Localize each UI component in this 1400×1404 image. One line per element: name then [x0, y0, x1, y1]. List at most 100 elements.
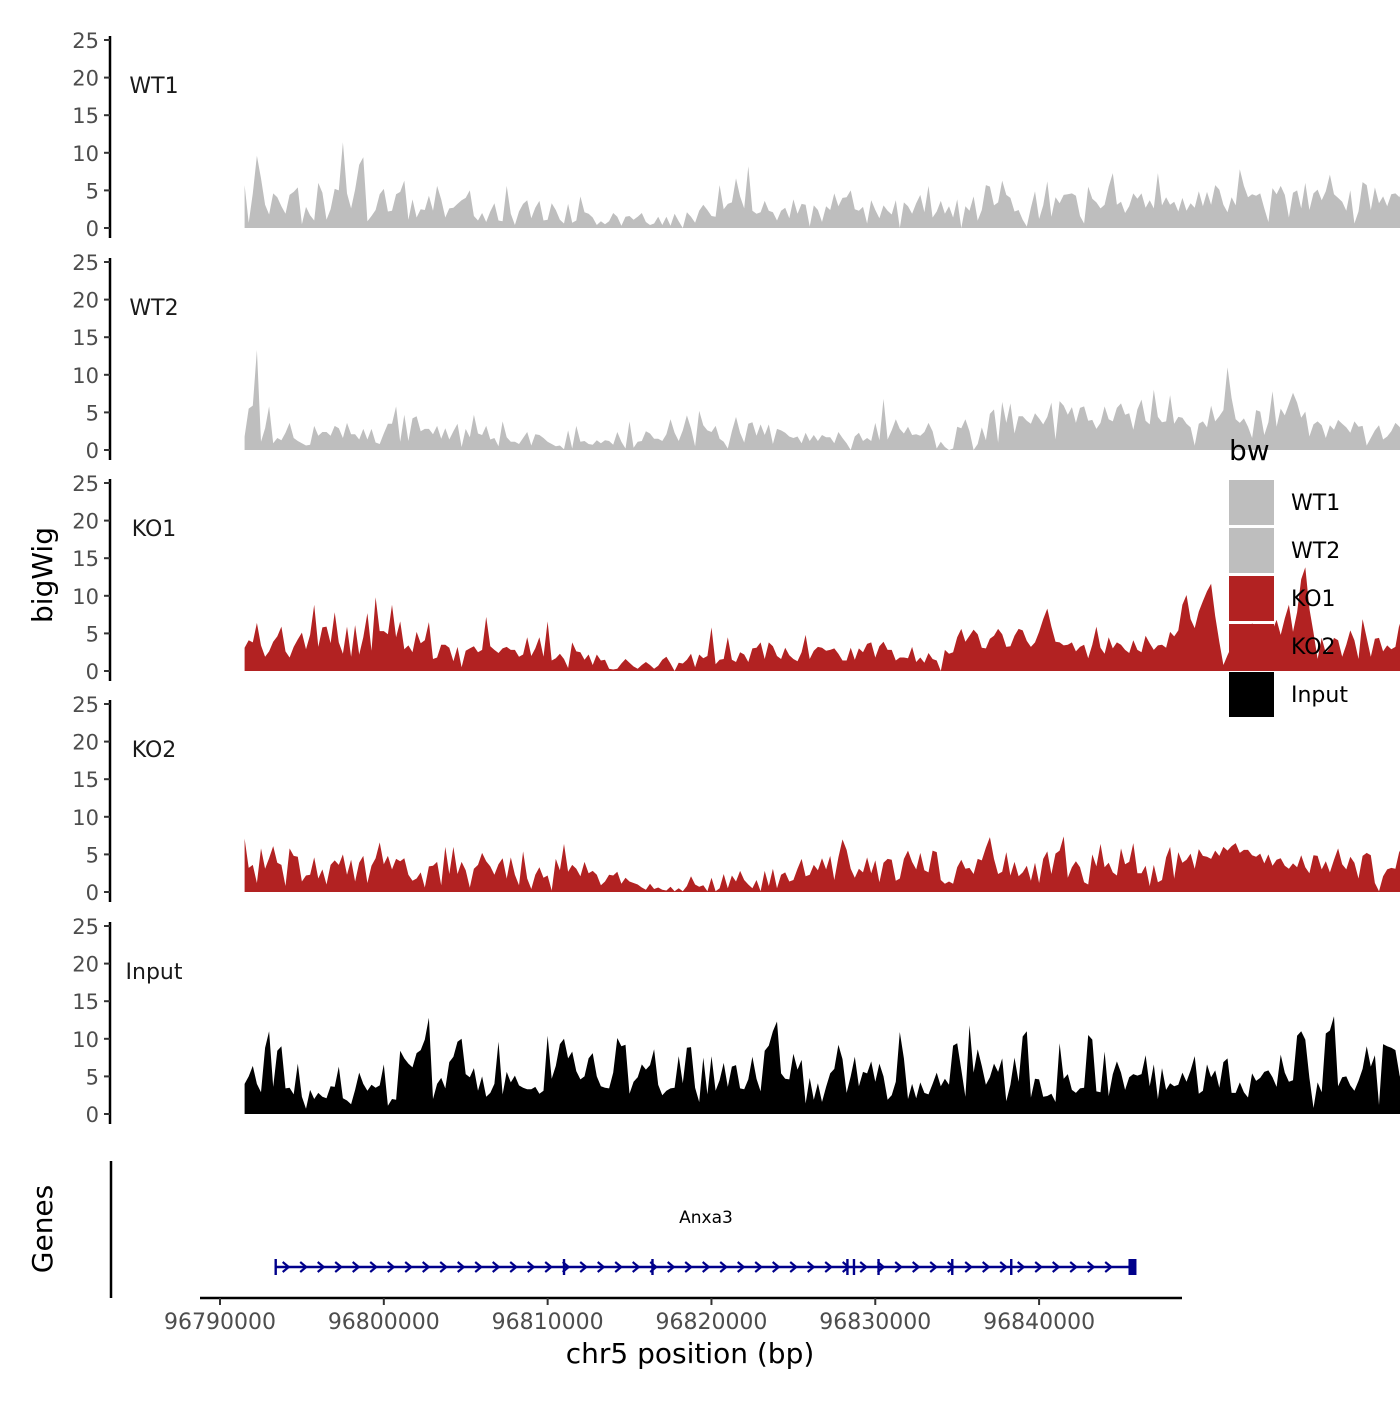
y-tick-label: 5: [86, 401, 99, 425]
y-tick-label: 10: [72, 806, 99, 830]
legend-swatch-ko1: [1229, 576, 1274, 621]
x-tick-label: 96840000: [983, 1310, 1095, 1335]
strand-arrow: [999, 1261, 1008, 1273]
y-tick-label: 20: [72, 510, 99, 534]
genes-track-label: Genes: [26, 1185, 59, 1273]
exon: [562, 1259, 566, 1275]
legend-title: bw: [1229, 434, 1270, 467]
y-tick-label: 20: [72, 289, 99, 313]
strand-arrow: [789, 1261, 798, 1273]
track-label-ko2: KO2: [132, 738, 177, 763]
strand-arrow: [596, 1261, 606, 1273]
y-tick-label: 5: [86, 622, 99, 646]
strand-arrow: [736, 1261, 746, 1273]
y-tick-label: 0: [86, 1103, 99, 1127]
y-tick-label: 15: [72, 547, 99, 571]
strand-arrow: [369, 1261, 378, 1273]
strand-arrow: [386, 1261, 396, 1273]
coverage-area-wt1: [244, 142, 1400, 228]
strand-arrow: [351, 1261, 361, 1273]
y-tick-label: 20: [72, 731, 99, 755]
y-tick-label: 5: [86, 843, 99, 867]
strand-arrow: [474, 1261, 483, 1273]
legend-swatch-ko2: [1229, 624, 1274, 669]
y-tick-label: 0: [86, 660, 99, 684]
strand-arrow: [1034, 1261, 1043, 1273]
legend-swatch-input: [1229, 672, 1274, 717]
strand-arrow: [859, 1261, 868, 1273]
y-tick-label: 15: [72, 768, 99, 792]
exon: [846, 1259, 849, 1275]
coverage-area-ko2: [244, 836, 1400, 892]
track-label-wt2: WT2: [129, 296, 178, 321]
x-tick-label: 96800000: [328, 1310, 440, 1335]
y-tick-label: 10: [72, 142, 99, 166]
strand-arrow: [1069, 1261, 1078, 1273]
track-label-input: Input: [126, 960, 183, 985]
coverage-area-wt2: [244, 350, 1400, 450]
y-tick-label: 15: [72, 326, 99, 350]
strand-arrow: [614, 1261, 623, 1273]
y-tick-label: 0: [86, 439, 99, 463]
exon: [852, 1259, 856, 1275]
exon: [1010, 1259, 1013, 1275]
exon: [651, 1259, 654, 1275]
legend: bw WT1 WT2 KO1 KO2 Input: [1229, 434, 1348, 717]
strand-arrow: [666, 1261, 676, 1273]
coverage-panels: 0 5 10 15 20 25 WT1 0 5 10 15 20 25 WT2 0 5 10 15 20 25 KO1 0…: [72, 29, 1400, 1127]
strand-arrow: [824, 1261, 833, 1273]
strand-arrow: [421, 1261, 431, 1273]
strand-arrow: [684, 1261, 693, 1273]
strand-arrow: [964, 1261, 973, 1273]
legend-label-input: Input: [1291, 683, 1348, 708]
x-tick-label: 96830000: [819, 1310, 931, 1335]
y-tick-label: 20: [72, 953, 99, 977]
track-label-ko1: KO1: [132, 517, 177, 542]
legend-swatch-wt1: [1229, 480, 1274, 525]
y-tick-label: 25: [72, 915, 99, 939]
strand-arrow: [544, 1261, 553, 1273]
y-tick-label: 25: [72, 251, 99, 275]
y-tick-label: 25: [72, 29, 99, 53]
strand-arrow: [316, 1261, 326, 1273]
y-tick-label: 10: [72, 1028, 99, 1052]
legend-label-wt1: WT1: [1291, 491, 1340, 516]
strand-arrow: [404, 1261, 413, 1273]
strand-arrow: [299, 1261, 308, 1273]
panel-input: 0 5 10 15 20 25 Input: [72, 915, 1400, 1127]
x-axis-label: chr5 position (bp): [566, 1337, 815, 1370]
panel-wt2: 0 5 10 15 20 25 WT2: [72, 251, 1400, 463]
y-tick-label: 15: [72, 990, 99, 1014]
y-tick-label: 20: [72, 67, 99, 91]
strand-arrow: [281, 1261, 291, 1273]
x-tick-label: 96790000: [164, 1310, 276, 1335]
y-tick-label: 25: [72, 472, 99, 496]
y-tick-label: 0: [86, 881, 99, 905]
strand-arrow: [719, 1261, 728, 1273]
strand-arrow: [911, 1261, 921, 1273]
strand-arrow: [1016, 1261, 1026, 1273]
strand-arrow: [526, 1261, 536, 1273]
coverage-area-input: [244, 1016, 1400, 1114]
strand-arrow: [439, 1261, 448, 1273]
exon: [274, 1259, 277, 1275]
legend-label-wt2: WT2: [1291, 539, 1340, 564]
strand-arrow: [981, 1261, 991, 1273]
strand-arrow: [701, 1261, 711, 1273]
panel-wt1: 0 5 10 15 20 25 WT1: [72, 29, 1400, 241]
exon: [877, 1259, 880, 1275]
gene-name-label: Anxa3: [679, 1208, 733, 1228]
strand-arrow: [929, 1261, 938, 1273]
strand-arrow: [631, 1261, 641, 1273]
strand-arrow: [1104, 1261, 1113, 1273]
panel-ko1: 0 5 10 15 20 25 KO1: [72, 472, 1400, 684]
genes-track: Genes Anxa3: [26, 1161, 1137, 1298]
strand-arrow: [806, 1261, 816, 1273]
y-tick-label: 5: [86, 1065, 99, 1089]
y-tick-label: 10: [72, 364, 99, 388]
legend-swatch-wt2: [1229, 528, 1274, 573]
panel-ko2: 0 5 10 15 20 25 KO2: [72, 693, 1400, 905]
x-tick-label: 96810000: [492, 1310, 604, 1335]
exon: [951, 1259, 954, 1275]
